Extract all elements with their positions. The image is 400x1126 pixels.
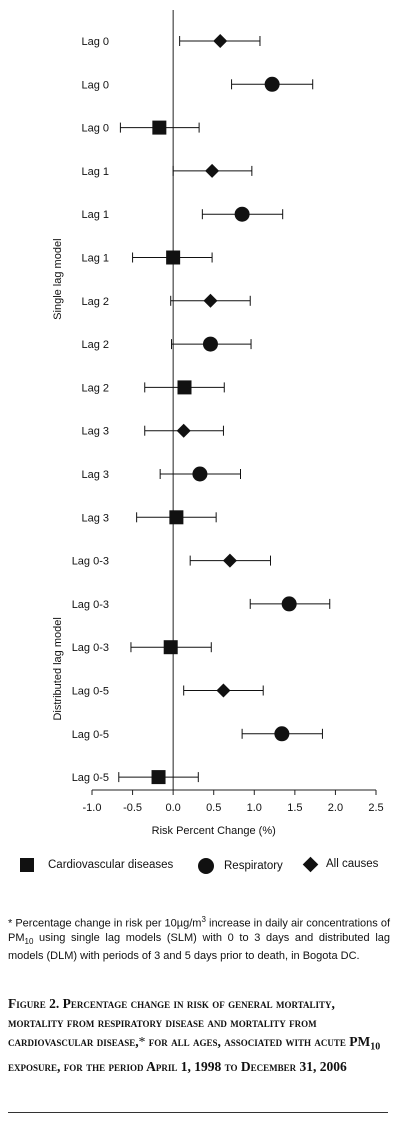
- row-label: Lag 0: [81, 123, 109, 135]
- forest-row: Lag 2: [81, 293, 251, 308]
- estimate-diamond-marker: [203, 293, 218, 308]
- forest-row: Lag 3: [81, 510, 217, 525]
- forest-row: Lag 0: [81, 120, 200, 135]
- estimate-diamond-marker: [222, 553, 237, 568]
- forest-row: Lag 1: [81, 250, 213, 265]
- forest-row: Lag 0-5: [72, 770, 199, 785]
- bottom-rule: [8, 1112, 388, 1113]
- estimate-diamond-marker: [216, 683, 231, 698]
- estimate-circle-marker: [202, 336, 218, 352]
- estimate-diamond-marker: [176, 423, 191, 438]
- estimate-diamond-marker: [213, 34, 228, 48]
- legend-item-respiratory: Respiratory: [198, 858, 283, 874]
- estimate-diamond-marker: [205, 163, 220, 178]
- legend-label-cardiovascular: Cardiovascular diseases: [48, 859, 174, 871]
- estimate-circle-marker: [234, 206, 250, 222]
- legend-item-all-causes: All causes: [302, 856, 379, 872]
- legend-item-cardiovascular: Cardiovascular diseases: [20, 858, 173, 872]
- forest-row: Lag 0-5: [72, 683, 264, 698]
- row-label: Lag 0: [81, 36, 109, 48]
- x-axis-title: Risk Percent Change (%): [152, 825, 276, 837]
- estimate-circle-marker: [281, 596, 297, 612]
- figure-caption: Figure 2. Percentage change in risk of g…: [8, 994, 390, 1076]
- footnote-star: *: [8, 917, 13, 930]
- estimate-square-marker: [177, 380, 192, 395]
- x-tick-label: 0.5: [206, 802, 221, 814]
- forest-row: Lag 3: [81, 423, 224, 438]
- caption-subscript: 10: [370, 1041, 381, 1053]
- forest-row: Lag 2: [81, 380, 225, 395]
- legend: Cardiovascular diseases Respiratory All …: [20, 856, 390, 880]
- row-label: Lag 1: [81, 209, 109, 221]
- estimate-square-marker: [163, 640, 178, 655]
- forest-row: Lag 0: [81, 76, 314, 92]
- row-label: Lag 0-3: [72, 599, 109, 611]
- forest-plot-chart: -1.0 -0.5 0.0 0.5 1.0 1.5 2.0 2.5 Risk Percent C…: [52, 10, 384, 837]
- forest-row: Lag 0: [81, 34, 261, 48]
- forest-row: Lag 0-3: [72, 596, 331, 612]
- group-label: Single lag model: [52, 238, 64, 319]
- footnote-subscript: 10: [24, 936, 34, 946]
- row-label: Lag 0-5: [72, 772, 109, 784]
- row-label: Lag 3: [81, 469, 109, 481]
- footnote-text-3: using single lag models (SLM) with 0 to …: [8, 931, 390, 962]
- legend-label-all-causes: All causes: [326, 858, 379, 870]
- row-label: Lag 2: [81, 339, 109, 351]
- forest-row: Lag 2: [81, 336, 252, 352]
- estimate-square-marker: [166, 250, 181, 265]
- row-label: Lag 0-5: [72, 686, 109, 698]
- x-tick-label: 1.5: [287, 802, 302, 814]
- footnote: * Percentage change in risk per 10µg/m3 …: [8, 913, 390, 963]
- forest-row: Lag 0-5: [72, 726, 323, 742]
- x-tick-label: 2.5: [368, 802, 383, 814]
- estimate-circle-marker: [192, 466, 208, 482]
- caption-text-3: exposure, for the period April 1, 1998 t…: [8, 1058, 347, 1074]
- caption-text-1: Figure 2. Percentage change in risk of g…: [8, 996, 335, 1049]
- rows-layer: Lag 0 Lag 0 Lag 0 Lag 1 Lag 1 Lag 1 Lag 2 Lag 2…: [72, 34, 331, 785]
- row-label: Lag 3: [81, 426, 109, 438]
- circle-marker-icon: [198, 858, 214, 874]
- estimate-square-marker: [151, 770, 166, 785]
- square-marker-icon: [20, 858, 34, 872]
- row-label: Lag 2: [81, 296, 109, 308]
- forest-row: Lag 1: [81, 163, 253, 178]
- footnote-text-1: Percentage change in risk per 10µg/m: [12, 917, 202, 930]
- x-tick-label: 1.0: [247, 802, 262, 814]
- row-label: Lag 0-3: [72, 556, 109, 568]
- row-label: Lag 3: [81, 512, 109, 524]
- x-tick-label: 0.0: [165, 802, 180, 814]
- row-label: Lag 0: [81, 79, 109, 91]
- diamond-marker-icon: [302, 856, 319, 872]
- x-tick-label: -0.5: [123, 802, 142, 814]
- legend-label-respiratory: Respiratory: [224, 860, 283, 872]
- row-label: Lag 0-3: [72, 642, 109, 654]
- axis-layer: -1.0 -0.5 0.0 0.5 1.0 1.5 2.0 2.5 Risk Percent C…: [83, 10, 384, 837]
- estimate-circle-marker: [274, 726, 290, 742]
- forest-row: Lag 1: [81, 206, 284, 222]
- x-tick-label: -1.0: [83, 802, 102, 814]
- estimate-square-marker: [169, 510, 184, 525]
- forest-row: Lag 0-3: [72, 553, 272, 568]
- row-label: Lag 1: [81, 166, 109, 178]
- caption-star: *: [138, 1034, 146, 1049]
- group-labels: Single lag model Distributed lag model: [52, 238, 64, 720]
- footnote-superscript: 3: [201, 915, 206, 924]
- row-label: Lag 2: [81, 382, 109, 394]
- group-label: Distributed lag model: [52, 617, 64, 720]
- caption-text-2: for all ages, associated with acute PM: [145, 1034, 371, 1049]
- footnote-text-2: increase in daily air concentrations of …: [8, 917, 391, 944]
- row-label: Lag 0-5: [72, 729, 109, 741]
- estimate-square-marker: [152, 120, 167, 135]
- row-label: Lag 1: [81, 253, 109, 265]
- estimate-circle-marker: [264, 76, 280, 92]
- forest-row: Lag 0-3: [72, 640, 212, 655]
- x-tick-label: 2.0: [328, 802, 343, 814]
- forest-row: Lag 3: [81, 466, 241, 482]
